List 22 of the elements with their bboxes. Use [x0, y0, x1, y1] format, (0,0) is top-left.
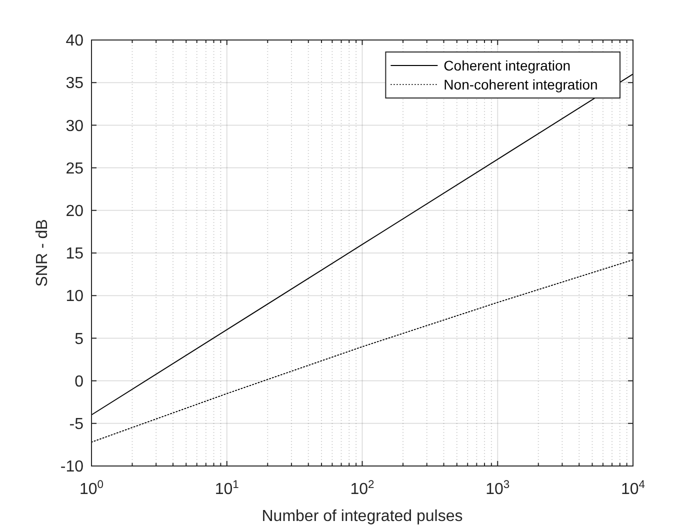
line-series [91, 259, 634, 443]
x-tick-label: 10$^{1}$ [214, 479, 239, 498]
y-tick-label: 30 [66, 118, 84, 135]
x-tick-label: 10$^{0}$ [79, 479, 104, 498]
y-tick-label: 20 [66, 203, 84, 220]
y-tick-label: 15 [66, 246, 84, 263]
y-tick-label: -10 [60, 458, 84, 476]
y-axis-title: SNR - dB [34, 219, 51, 287]
line-series [91, 74, 634, 416]
y-tick-label: 35 [66, 75, 84, 92]
y-tick-label: 0 [74, 373, 84, 390]
x-axis-title: Number of integrated pulses [262, 508, 463, 525]
x-tick-label: 10$^{2}$ [350, 479, 374, 498]
legend-label: Coherent integration [444, 57, 571, 74]
x-tick-label: 10$^{3}$ [486, 479, 510, 498]
y-tick-label: 40 [66, 32, 84, 50]
y-tick-label: 5 [74, 330, 84, 348]
y-tick-label: 10 [66, 288, 84, 306]
y-tick-label: 25 [66, 160, 84, 178]
y-tick-label: -5 [69, 416, 84, 433]
legend-label: Non-coherent integration [444, 76, 598, 92]
x-tick-label: 10$^{4}$ [620, 479, 646, 498]
